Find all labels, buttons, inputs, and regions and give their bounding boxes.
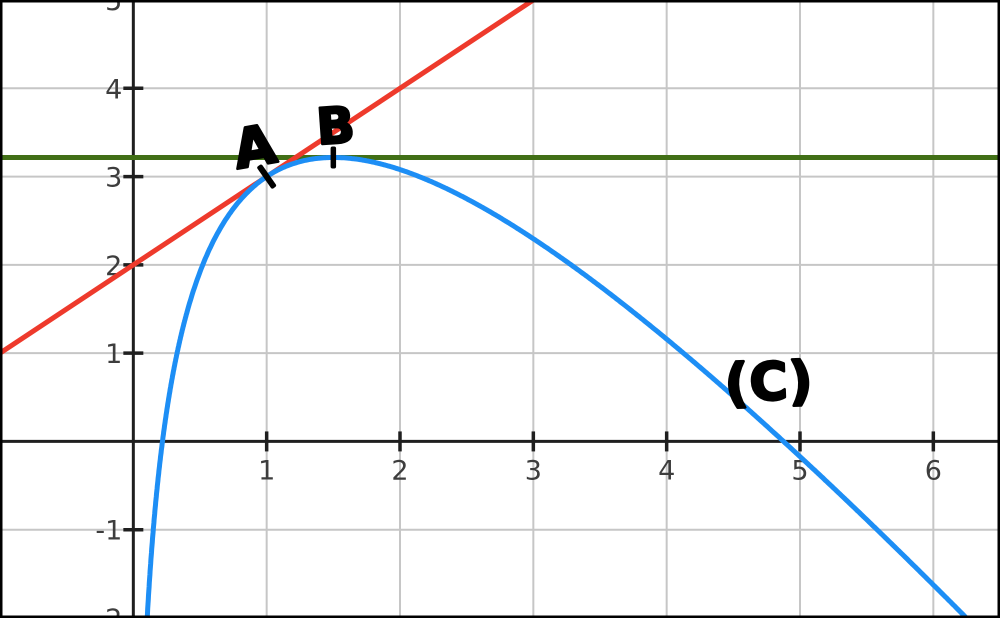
x-tick-label-3: 3 [525,455,542,486]
x-tick-label-6: 6 [925,455,942,486]
curve-C [144,155,971,618]
point-marker-A [257,164,277,189]
y-tick-label-4: 4 [105,74,122,105]
point-marker-dash [330,146,337,169]
y-tick-label--1: -1 [95,516,122,547]
label-B: B [315,96,358,157]
x-tick-label-1: 1 [258,455,275,486]
point-marker-dash [257,164,277,189]
y-tick-label--2: -2 [95,604,122,618]
label-C: (C) [724,351,815,414]
tangent-line-at-A [0,0,538,356]
x-tick-label-2: 2 [391,455,408,486]
point-marker-B [330,146,337,169]
x-tick-label-4: 4 [658,455,675,486]
y-tick-label-1: 1 [105,339,122,370]
y-tick-label-5: 5 [105,0,122,17]
y-tick-label-3: 3 [105,163,122,194]
